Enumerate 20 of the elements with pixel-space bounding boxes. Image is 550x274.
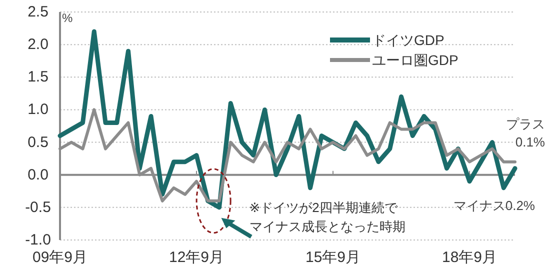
y-tick-label: 0.0	[28, 166, 48, 184]
y-tick-label: -1.0	[25, 232, 51, 248]
annotation: プラス	[506, 116, 545, 132]
x-tick-label: 09年9月	[32, 249, 88, 266]
legend-label: ドイツGDP	[372, 32, 444, 48]
legend-label: ユーロ圏GDP	[372, 52, 458, 68]
x-tick-label: 12年9月	[168, 249, 224, 266]
annotation: マイナス0.2%	[453, 198, 536, 213]
annotation: ※ドイツが2四半期連続で	[249, 200, 398, 215]
y-tick-label: 2.0	[28, 36, 48, 54]
y-tick-label: 2.5	[28, 4, 48, 20]
annotation: マイナス成長となった時期	[249, 218, 406, 234]
x-tick-label: 15年9月	[305, 249, 361, 266]
y-tick-label: 1.0	[28, 101, 48, 118]
x-tick-label: 18年9月	[442, 249, 498, 266]
y-axis-title: %	[62, 11, 73, 25]
text: 0.1%	[515, 134, 546, 150]
y-tick-label: 0.5	[28, 134, 48, 151]
y-tick-label: 1.5	[28, 68, 48, 86]
y-tick-label: -0.5	[25, 198, 51, 216]
